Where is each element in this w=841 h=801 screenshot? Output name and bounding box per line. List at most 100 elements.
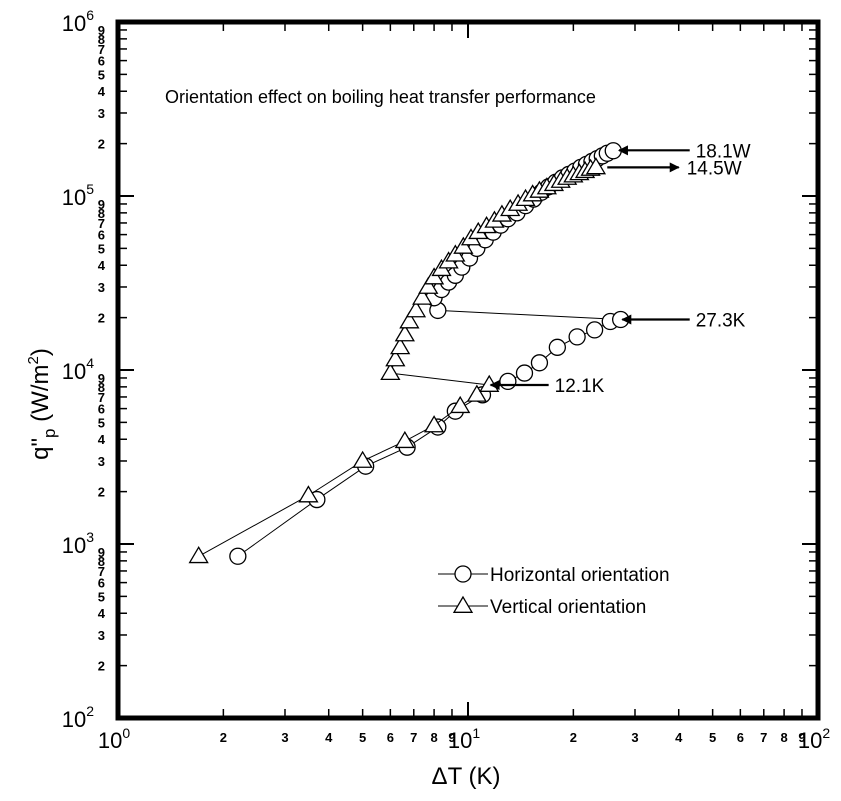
chart-title: Orientation effect on boiling heat trans…: [165, 87, 596, 107]
y-minor-tick-label: 9: [98, 197, 105, 212]
y-minor-tick-label: 8: [98, 554, 105, 569]
x-minor-tick-label: 7: [760, 730, 767, 745]
y-minor-tick-label: 6: [98, 576, 105, 591]
x-minor-tick-label: 3: [281, 730, 288, 745]
vertical-data-point: [466, 384, 487, 402]
y-minor-tick-label: 7: [98, 42, 105, 57]
vertical-data-point: [405, 300, 427, 318]
y-decade-label: 106: [62, 7, 94, 36]
series-line: [198, 384, 490, 557]
y-decade-label: 102: [62, 703, 94, 732]
x-minor-tick-label: 4: [325, 730, 333, 745]
y-minor-tick-label: 5: [98, 67, 105, 82]
legend-label: Horizontal orientation: [490, 565, 670, 586]
x-minor-tick-label: 7: [410, 730, 417, 745]
x-minor-tick-label: 8: [780, 730, 787, 745]
x-decade-label: 102: [798, 725, 830, 753]
y-minor-tick-label: 3: [98, 280, 105, 295]
x-minor-tick-label: 6: [387, 730, 394, 745]
horizontal-data-point: [585, 321, 604, 339]
vertical-data-point: [479, 374, 500, 392]
legend: Horizontal orientation Vertical orientati…: [438, 565, 670, 618]
horizontal-data-point: [499, 372, 517, 391]
legend-circle-marker: [454, 565, 472, 583]
plot-frame: [115, 19, 821, 721]
y-minor-tick-label: 6: [98, 54, 105, 69]
vertical-data-point: [298, 485, 319, 503]
vertical-data-point: [394, 324, 415, 342]
vertical-data-point: [380, 362, 401, 381]
x-axis-label: ΔT (K): [432, 763, 501, 790]
vertical-data-point: [450, 395, 471, 414]
y-minor-tick-label: 9: [98, 545, 105, 560]
series-line: [237, 319, 621, 557]
vertical-data-point: [412, 287, 433, 305]
x-minor-tick-label: 2: [220, 730, 227, 745]
annotation-label: 12.1K: [555, 376, 605, 397]
annotation-label: 18.1W: [696, 141, 751, 162]
x-minor-tick-label: 8: [430, 730, 437, 745]
vertical-data-point: [585, 157, 607, 175]
y-minor-tick-label: 7: [98, 390, 105, 405]
y-minor-tick-label: 3: [98, 628, 105, 643]
y-minor-tick-label: 2: [98, 485, 105, 500]
connector-line: [390, 372, 490, 386]
vertical-data-point: [418, 276, 439, 294]
y-minor-tick-label: 7: [98, 564, 105, 579]
y-minor-tick-label: 4: [98, 432, 106, 447]
vertical-data-point: [423, 267, 445, 285]
horizontal-data-point: [530, 354, 549, 372]
y-minor-tick-label: 2: [98, 659, 105, 674]
y-decade-label: 103: [62, 529, 94, 558]
y-minor-tick-label: 3: [98, 106, 105, 121]
y-minor-tick-label: 5: [98, 241, 105, 256]
x-minor-tick-label: 6: [737, 730, 744, 745]
y-minor-tick-label: 9: [98, 23, 105, 38]
data-layer: [188, 142, 630, 565]
x-minor-tick-label: 5: [359, 730, 366, 745]
y-decade-label: 104: [62, 355, 94, 384]
y-decade-label: 105: [62, 181, 94, 210]
y-minor-tick-label: 4: [98, 606, 106, 621]
horizontal-data-point: [568, 328, 586, 346]
vertical-data-point: [453, 236, 474, 254]
y-minor-tick-label: 3: [98, 454, 105, 469]
y-minor-tick-label: 8: [98, 32, 105, 47]
y-minor-tick-label: 8: [98, 206, 105, 221]
vertical-data-point: [399, 311, 420, 329]
vertical-data-point: [188, 545, 209, 564]
legend-triangle-marker: [452, 595, 474, 613]
vertical-data-point: [394, 430, 415, 449]
x-minor-tick-label: 3: [631, 730, 638, 745]
annotation-label: 14.5W: [687, 158, 742, 179]
y-axis-label: q"p (W/m2): [25, 348, 59, 460]
horizontal-data-point: [229, 547, 247, 565]
y-minor-tick-label: 4: [98, 84, 106, 99]
y-minor-tick-label: 5: [98, 589, 105, 604]
y-minor-tick-label: 6: [98, 228, 105, 243]
series-line: [389, 166, 597, 374]
horizontal-data-point: [548, 338, 566, 356]
y-minor-tick-label: 2: [98, 137, 105, 152]
x-minor-tick-label: 5: [709, 730, 716, 745]
annotation-label: 27.3K: [696, 311, 746, 332]
connector-line: [437, 309, 621, 321]
vertical-data-point: [423, 415, 445, 433]
y-minor-tick-label: 2: [98, 311, 105, 326]
vertical-data-point: [385, 349, 406, 367]
legend-label: Vertical orientation: [490, 597, 646, 618]
y-minor-tick-label: 6: [98, 402, 105, 417]
y-minor-tick-label: 9: [98, 371, 105, 386]
x-minor-tick-label: 2: [570, 730, 577, 745]
y-minor-tick-label: 8: [98, 380, 105, 395]
x-decade-label: 100: [98, 725, 130, 753]
x-minor-tick-label: 4: [675, 730, 683, 745]
x-minor-tick-label: 9: [448, 730, 455, 745]
y-minor-tick-label: 7: [98, 216, 105, 231]
vertical-data-point: [352, 450, 373, 468]
horizontal-data-point: [515, 364, 534, 382]
x-decade-label: 101: [448, 725, 480, 753]
